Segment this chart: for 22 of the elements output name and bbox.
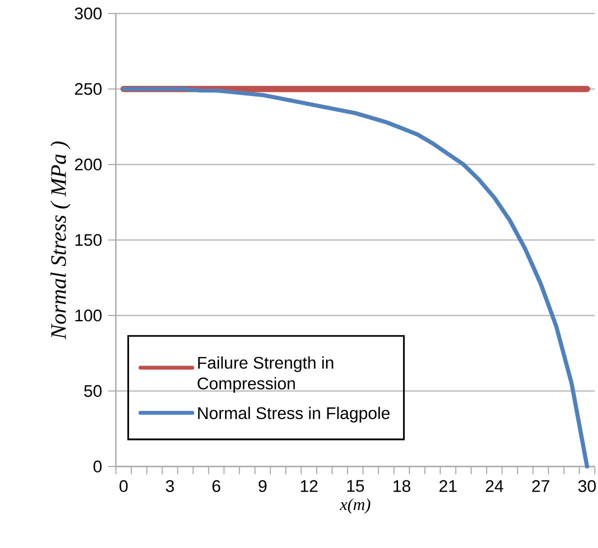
legend-label: Failure Strength in Compression <box>198 356 334 393</box>
x-tick-label: 6 <box>212 480 220 492</box>
legend-label: Normal Stress in Flagpole <box>198 406 390 422</box>
y-tick-label: 200 <box>75 158 102 170</box>
x-tick-label: 0 <box>120 480 128 492</box>
x-tick-label: 18 <box>394 480 410 492</box>
y-tick-label: 50 <box>84 385 102 397</box>
y-tick-label: 300 <box>74 7 102 20</box>
x-tick-label: 27 <box>532 480 550 492</box>
y-tick-label: 250 <box>75 82 102 95</box>
x-tick-label: 30 <box>578 480 596 492</box>
y-tick-label: 0 <box>94 460 102 472</box>
x-tick-label: 9 <box>258 480 267 492</box>
x-tick-label: 12 <box>300 480 318 492</box>
x-tick-label: 24 <box>486 480 504 492</box>
y-tick-label: 150 <box>75 234 102 246</box>
y-tick-label: 100 <box>75 310 102 322</box>
x-axis-title: x(m) <box>340 498 370 514</box>
x-tick-label: 21 <box>440 480 457 492</box>
y-axis-title: Normal Stress ( MPa ) <box>50 141 70 340</box>
x-tick-label: 15 <box>347 480 364 492</box>
x-tick-label: 3 <box>166 480 174 492</box>
